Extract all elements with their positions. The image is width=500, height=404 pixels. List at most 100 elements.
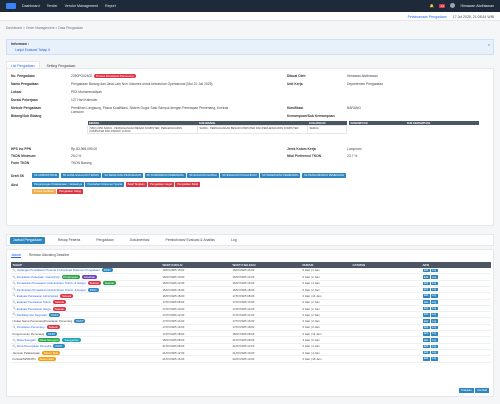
duration-cell: 0 Hari | 2 Jam <box>301 273 351 281</box>
sk-konfirmasi-pemenang-button[interactable]: SK KONFIRMASI PEMENANG <box>144 173 186 178</box>
nav-item-tender[interactable]: Tender <box>46 4 58 8</box>
stage-name-wrap[interactable]: 🔍 Masa Sanggah Masa Sanggah Sanggahan <box>13 338 160 342</box>
stage-name-wrap[interactable]: 🔍 Penetapan Pemenang Selesai <box>13 325 160 330</box>
log-button[interactable]: Log <box>430 313 438 317</box>
log-button[interactable]: Log <box>430 319 438 323</box>
stage-name-wrap[interactable]: 🔍 Klarifikasi dan Negosiasi PAST <box>13 312 160 317</box>
log-button[interactable]: Log <box>430 275 438 279</box>
edit-button[interactable]: Edit <box>422 287 430 292</box>
label-bidang: Bidang/Sub Bidang <box>11 114 42 118</box>
stage-name-wrap[interactable]: 🔍 Evaluasi Penawaran Administrasi Selesai <box>13 293 160 298</box>
pengadaan-batal-button[interactable]: Pengadaan Batal <box>175 182 200 187</box>
log-button[interactable]: Log <box>430 281 438 286</box>
stage-name-wrap[interactable]: 🔍 Evaluasi Penawaran Harga Selesai <box>13 306 160 311</box>
sk-kemajuan-pengadaan-button[interactable]: SK KEMAJUAN PENGADAAN <box>102 173 143 178</box>
stage-cell: 🔍 Evaluasi Penawaran Administrasi Selesai <box>11 292 161 300</box>
info-item-link[interactable]: Lanjut Evaluasi Tahap II <box>15 47 50 52</box>
app-logo[interactable] <box>6 3 16 9</box>
end-time-cell: 17/07/2025 12:00 <box>231 305 301 313</box>
log-button[interactable]: Log <box>430 344 438 349</box>
log-button[interactable]: Log <box>430 268 438 273</box>
sk-administrasi-button[interactable]: SK ADMINISTRASI <box>32 173 60 178</box>
edit-button[interactable]: Edit <box>422 275 430 279</box>
stage-name-wrap[interactable]: 🔍 Pembukaan Penawaran (Administrasi, Tekn… <box>13 287 160 292</box>
note-cell <box>351 330 421 338</box>
action-cell: Edit Log <box>421 343 491 350</box>
subtab-jadwal[interactable]: Jadwal <box>11 253 21 258</box>
log-button[interactable]: Log <box>430 325 438 330</box>
pengadaan-ulang-button[interactable]: Pengadaan Ulang <box>57 189 83 194</box>
edit-button[interactable]: Edit <box>422 357 430 361</box>
log-button[interactable]: Log <box>430 294 438 298</box>
aksi-label: Aksi <box>11 183 18 187</box>
start-time-cell: 17/07/2025 16:00 <box>161 324 231 332</box>
tetapkan-button[interactable]: Tetapkan <box>458 388 474 393</box>
subtab-revision[interactable]: Revision Allocating Deadline <box>28 253 70 257</box>
value-nama-pengadaan: Pengadaan Barang dan Jasa Lain Non Volum… <box>71 82 213 86</box>
edit-button[interactable]: Edit <box>422 300 430 305</box>
log-button[interactable]: Log <box>430 300 438 305</box>
stage-name-wrap[interactable]: 🔍 Evaluasi Penawaran Teknis Selesai <box>13 300 160 305</box>
kembali-button[interactable]: Kembali <box>475 388 489 393</box>
tab-pengadaan[interactable]: Pengadaan <box>96 238 114 242</box>
log-button[interactable]: Log <box>430 338 438 342</box>
edit-button[interactable]: Edit <box>422 344 430 349</box>
log-button[interactable]: Log <box>430 331 438 336</box>
kemampuan-table: KEMAMPUAN SUB KEMAMPUAN <box>349 121 479 125</box>
tab-rekap-peserta[interactable]: Rekap Peserta <box>57 238 81 242</box>
perubahan-dokumen-syarat-button[interactable]: Perubahan Dokumen/ Syarat <box>85 182 125 187</box>
edit-button[interactable]: Edit <box>422 325 430 330</box>
edit-button[interactable]: Edit <box>422 268 430 273</box>
edit-button[interactable]: Edit <box>422 294 430 298</box>
stage-name-wrap[interactable]: 🔍 Surat Penunjukan Penyedia PAST <box>13 344 160 349</box>
bell-icon[interactable]: 🔔 <box>429 3 435 8</box>
avatar[interactable] <box>450 3 456 8</box>
start-time-cell: 16/07/2025 18:00 <box>161 292 231 300</box>
edit-button[interactable]: Edit <box>422 313 430 317</box>
log-button[interactable]: Log <box>430 287 438 292</box>
tab-setting-pengadaan[interactable]: Setting Pengadaan <box>46 63 76 68</box>
batal-tangkan-button[interactable]: Batal Tangkan <box>125 182 147 187</box>
edit-button[interactable]: Edit <box>422 338 430 342</box>
proses-verifikasi-button[interactable]: Proses Verifikasi <box>32 189 56 194</box>
tab-pembobotan-evaluasi-analisis[interactable]: Pembobotan/ Evaluasi & Analisis <box>165 238 216 242</box>
sk-evaluasi-kualifikasi-button[interactable]: SK EVALUASI KUALIFIKASI <box>220 173 259 178</box>
tab-dokumentasi[interactable]: Dokumentasi <box>129 238 150 242</box>
note-cell <box>351 299 421 306</box>
action-cell: Edit Log <box>421 305 491 313</box>
nav-item-report[interactable]: Report <box>104 4 116 8</box>
edit-button[interactable]: Edit <box>422 331 430 336</box>
table-row: 🔍 Evaluasi Penawaran Administrasi Selesai 1… <box>11 292 491 300</box>
tab-log[interactable]: Log <box>231 238 237 242</box>
sk-penetapan-pemenang-button[interactable]: SK PENETAPAN PEMENANG <box>260 173 301 178</box>
sk-hasil-evaluasi-teknis-button[interactable]: SK HASIL EVALUASI TEKNIS <box>60 173 101 178</box>
stage-name-wrap[interactable]: 🔍 Pemasukan Penawaran (Administrasi, Tekn… <box>13 281 160 286</box>
edit-button[interactable]: Edit <box>422 319 430 323</box>
status-badge: Pertanyaan <box>61 275 80 280</box>
perpanjangan-pelaksanaan-jadwalnya-button[interactable]: Perpanjangan Pelaksanaan / Jadwalnya <box>32 182 84 187</box>
user-name[interactable]: Himawan Abdhiawan <box>460 3 494 8</box>
edit-button[interactable]: Edit <box>422 281 430 286</box>
edit-button[interactable]: Edit <box>422 306 430 311</box>
sk-evaluasi-harga-button[interactable]: SK EVALUASI HARGA <box>187 173 219 178</box>
stage-name-wrap[interactable]: 🔍 Undangan Pendaftaran Peserta & Download… <box>13 268 160 273</box>
value-preferensi: 23.7 % <box>347 154 358 158</box>
status-badge: Sanggahan <box>62 338 81 342</box>
sk-pengumuman-pemenang-button[interactable]: SK PENGUMUMAN PEMENANG <box>301 173 347 178</box>
kemampuan-header: KEMAMPUAN <box>349 121 406 125</box>
nav-item-vendor-management[interactable]: Vendor Management <box>64 4 98 8</box>
tab-jadwal-pengadaan[interactable]: Jadwal Pengadaan <box>10 236 45 244</box>
edit-button[interactable]: Edit <box>422 350 430 355</box>
duration-cell: 0 Hari | 2 Jam <box>301 311 351 319</box>
pengadaan-gagal-button[interactable]: Pengadaan Gagal <box>148 182 174 187</box>
log-button[interactable]: Log <box>430 357 438 361</box>
start-time-cell: 16/07/2025 10:00 <box>161 273 231 281</box>
schedule-subtabs: Jadwal Revision Allocating Deadline <box>11 253 489 258</box>
pelaksanaan-link[interactable]: Pelaksanaan Pengadaan <box>407 14 447 19</box>
log-button[interactable]: Log <box>430 306 438 311</box>
col-header-aksi: AKSI <box>421 262 491 268</box>
nav-item-dashboard[interactable]: Dashboard <box>22 4 40 8</box>
log-button[interactable]: Log <box>430 350 438 355</box>
stage-name-wrap[interactable]: 🔍 Penjelasan Pekerjaan / Aanwijzing Pertan… <box>13 275 160 280</box>
close-icon[interactable]: × <box>487 42 490 47</box>
